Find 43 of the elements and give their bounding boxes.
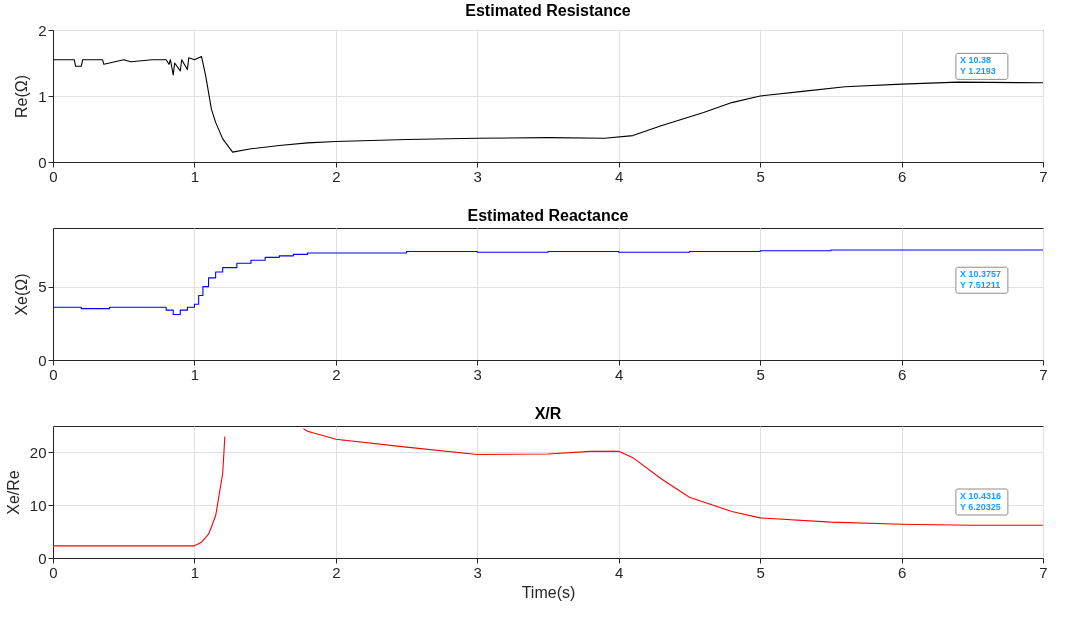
x-tick-label: 2 — [332, 563, 341, 581]
y-tick-label: 2 — [38, 21, 47, 39]
x-axis-title: Time(s) — [521, 583, 576, 601]
x-tick-label: 1 — [190, 365, 200, 383]
annotation: X 10.3757 Y 7.51211 — [959, 269, 1001, 291]
x-tick-label: 3 — [473, 563, 482, 581]
x-tick-label: 1 — [190, 167, 200, 185]
x-tick-label: 5 — [756, 365, 765, 383]
x-tick-label: 0 — [49, 563, 58, 581]
x-tick-label: 6 — [897, 563, 907, 581]
x-tick-label: 0 — [49, 167, 58, 185]
x-tick-label: 3 — [473, 365, 482, 383]
y-tick-label: 0 — [38, 549, 47, 567]
x-tick-label: 4 — [615, 365, 624, 383]
line-series — [53, 55, 1043, 153]
chart-title: Estimated Reactance — [467, 207, 629, 224]
chart-title: Estimated Resistance — [465, 2, 631, 19]
x-tick-label: 7 — [1039, 167, 1048, 185]
chart-title: X/R — [534, 405, 562, 422]
x-tick-label: 1 — [190, 563, 200, 581]
x-tick-label: 5 — [756, 167, 765, 185]
x-tick-label: 7 — [1039, 365, 1048, 383]
x-tick-label: 4 — [615, 563, 624, 581]
y-tick-label: 1 — [38, 87, 47, 105]
y-axis-title: Xe(Ω) — [13, 273, 31, 316]
x-tick-label: 0 — [49, 365, 58, 383]
x-tick-label: 2 — [332, 167, 341, 185]
y-tick-label: 5 — [38, 278, 47, 296]
y-tick-label: 0 — [38, 351, 47, 369]
y-tick-label: 20 — [29, 443, 47, 461]
x-tick-label: 7 — [1039, 563, 1048, 581]
x-tick-label: 6 — [897, 365, 907, 383]
x-tick-label: 5 — [756, 563, 765, 581]
x-tick-label: 3 — [473, 167, 482, 185]
annotation: X 10.38 Y 1.2193 — [959, 55, 996, 77]
y-axis-title: Re(Ω) — [13, 74, 31, 119]
y-axis-title: Xe/Re — [4, 470, 22, 515]
annotation: X 10.4316 Y 6.20325 — [959, 491, 1001, 512]
y-tick-label: 10 — [29, 496, 47, 514]
x-tick-label: 6 — [897, 167, 907, 185]
x-tick-label: 2 — [332, 365, 341, 383]
y-tick-label: 0 — [38, 153, 47, 171]
x-tick-label: 4 — [615, 167, 624, 185]
